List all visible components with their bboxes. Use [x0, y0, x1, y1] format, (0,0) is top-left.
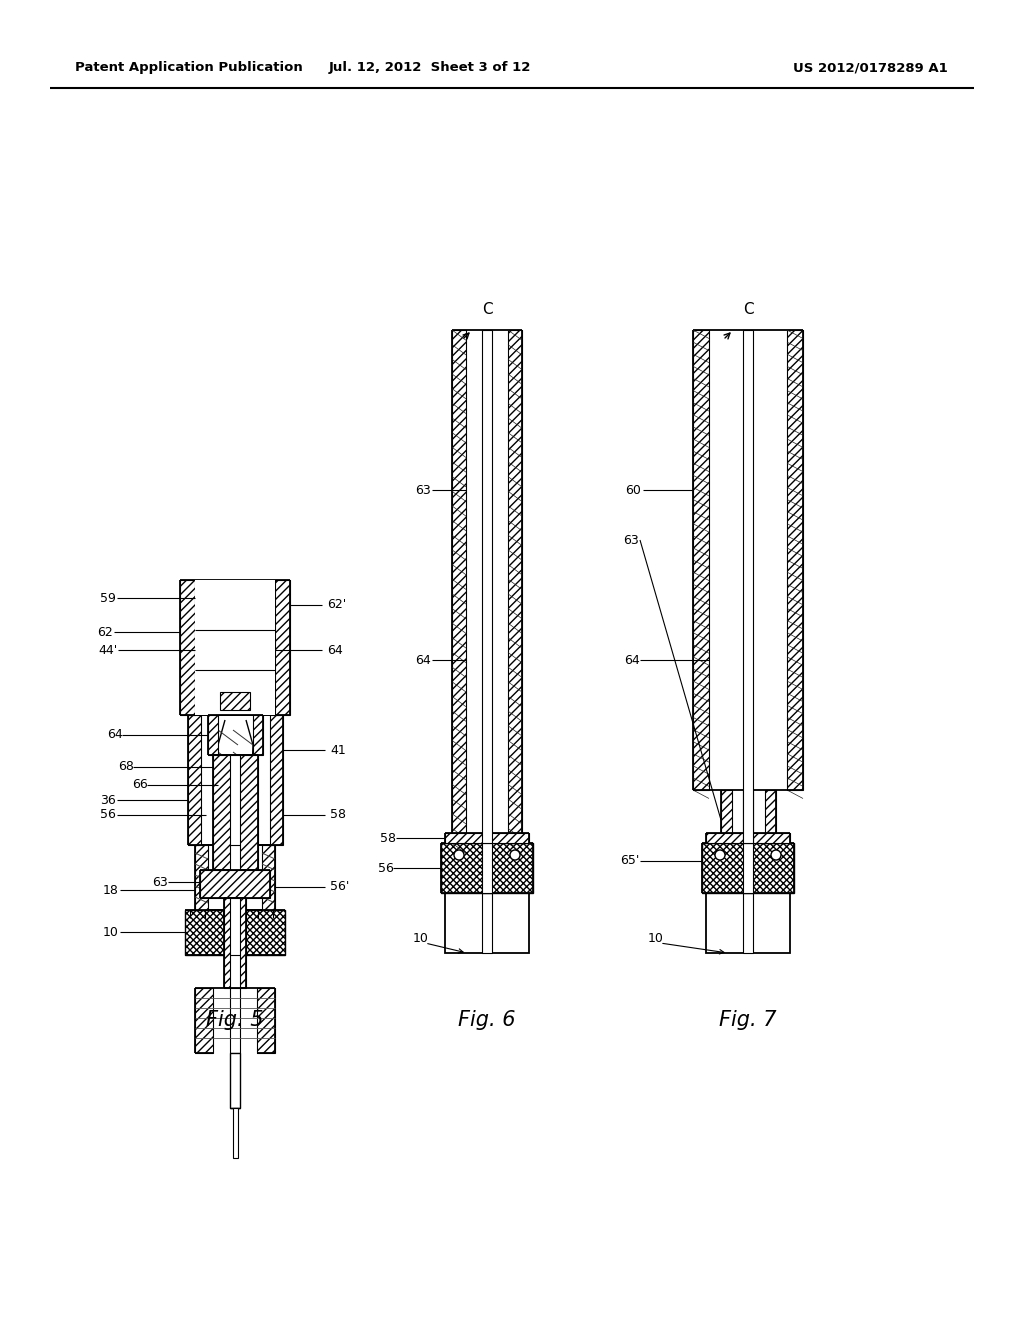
Text: 58: 58: [380, 832, 396, 845]
Bar: [253, 715, 263, 755]
Bar: [270, 715, 283, 845]
Bar: [452, 330, 466, 843]
Text: Jul. 12, 2012  Sheet 3 of 12: Jul. 12, 2012 Sheet 3 of 12: [329, 62, 531, 74]
Text: 56': 56': [330, 880, 349, 894]
Bar: [188, 715, 201, 845]
Bar: [230, 898, 240, 987]
Bar: [743, 789, 753, 843]
Bar: [230, 1053, 240, 1107]
Bar: [765, 789, 776, 843]
Text: 64: 64: [415, 653, 431, 667]
Bar: [230, 755, 240, 870]
Text: C: C: [482, 302, 493, 318]
Text: 63: 63: [152, 875, 168, 888]
Text: 44': 44': [98, 644, 118, 656]
Text: 60: 60: [625, 483, 641, 496]
Bar: [208, 715, 218, 755]
Bar: [706, 894, 790, 953]
Text: 10: 10: [103, 925, 119, 939]
Bar: [743, 330, 753, 843]
Bar: [224, 898, 246, 987]
Bar: [445, 833, 529, 843]
Bar: [702, 843, 794, 894]
Text: 64: 64: [327, 644, 343, 656]
Bar: [441, 843, 534, 894]
Text: 64: 64: [624, 653, 640, 667]
Text: 10: 10: [648, 932, 664, 945]
Bar: [195, 579, 275, 715]
Bar: [445, 894, 529, 953]
Bar: [200, 870, 270, 898]
Text: C: C: [743, 302, 754, 318]
Bar: [721, 789, 732, 843]
Bar: [508, 330, 522, 843]
Text: US 2012/0178289 A1: US 2012/0178289 A1: [793, 62, 947, 74]
Circle shape: [715, 850, 725, 861]
Text: Fig. 6: Fig. 6: [459, 1010, 516, 1030]
Text: 10: 10: [413, 932, 429, 945]
Text: 56: 56: [378, 862, 394, 874]
Bar: [275, 579, 290, 715]
Text: 66: 66: [132, 779, 147, 792]
Bar: [230, 987, 240, 1053]
Text: 58: 58: [330, 808, 346, 821]
Bar: [743, 843, 753, 894]
Text: 63: 63: [623, 533, 639, 546]
Text: 62: 62: [97, 626, 113, 639]
Circle shape: [454, 850, 464, 861]
Bar: [220, 692, 250, 710]
Text: Patent Application Publication: Patent Application Publication: [75, 62, 303, 74]
Text: 64: 64: [106, 729, 123, 742]
Circle shape: [510, 850, 520, 861]
Bar: [180, 579, 195, 715]
Bar: [257, 987, 275, 1053]
Text: 18: 18: [103, 883, 119, 896]
Bar: [787, 330, 803, 789]
Bar: [706, 833, 790, 843]
Text: Fig. 7: Fig. 7: [719, 1010, 777, 1030]
Bar: [185, 909, 285, 954]
Text: 41: 41: [330, 743, 346, 756]
Text: 36: 36: [100, 793, 116, 807]
Bar: [233, 1107, 238, 1158]
Text: 63: 63: [415, 483, 431, 496]
Bar: [195, 845, 208, 909]
Bar: [482, 894, 492, 953]
Bar: [195, 987, 213, 1053]
Text: Fig. 5: Fig. 5: [206, 1010, 264, 1030]
Text: 59: 59: [100, 591, 116, 605]
Bar: [213, 755, 258, 870]
Text: 62': 62': [327, 598, 346, 611]
Text: 56: 56: [100, 808, 116, 821]
Text: 65': 65': [620, 854, 639, 867]
Bar: [482, 330, 492, 843]
Bar: [743, 894, 753, 953]
Bar: [482, 843, 492, 894]
Text: 68: 68: [118, 760, 134, 774]
Bar: [693, 330, 709, 789]
Circle shape: [771, 850, 781, 861]
Bar: [262, 845, 275, 909]
